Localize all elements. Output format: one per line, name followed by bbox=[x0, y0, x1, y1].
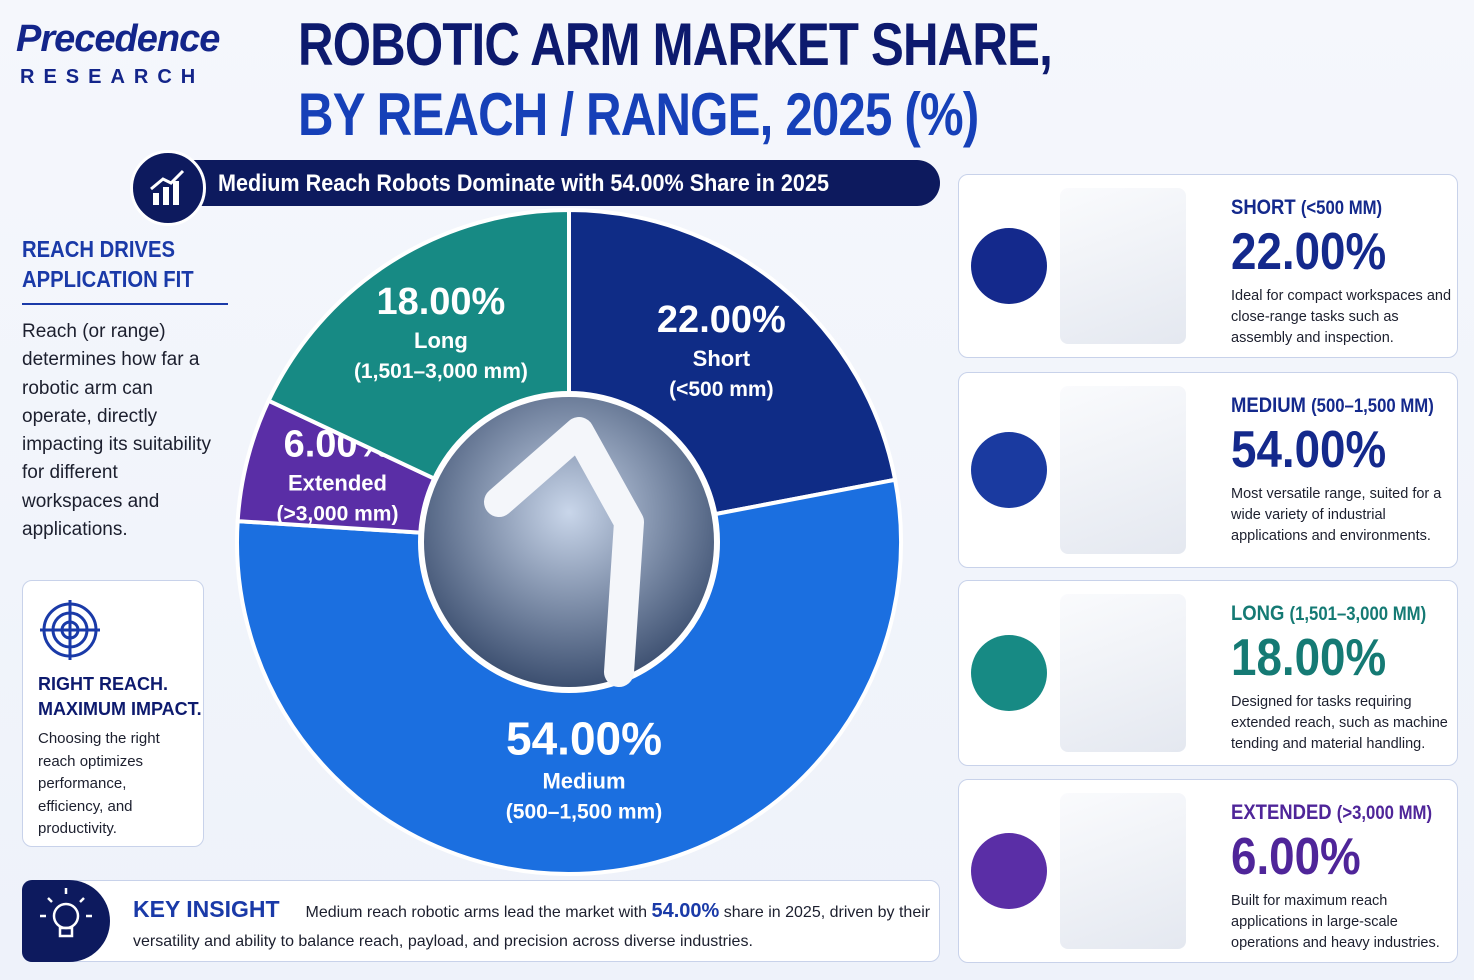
category-label: Medium bbox=[542, 769, 625, 794]
title: ROBOTIC ARM MARKET SHARE, bbox=[298, 11, 1053, 78]
card-range: (>3,000 MM) bbox=[1336, 803, 1433, 824]
range-label: (>3,000 mm) bbox=[276, 503, 398, 526]
range-label: (500–1,500 mm) bbox=[506, 801, 662, 824]
card-title: LONG (1,501–3,000 MM) bbox=[1231, 602, 1426, 626]
card-description: Designed for tasks requiring extended re… bbox=[1231, 694, 1448, 752]
card-value: 54.00% bbox=[1231, 421, 1387, 479]
card-icon bbox=[971, 833, 1047, 909]
card-icon bbox=[971, 635, 1047, 711]
card-range: (500–1,500 MM) bbox=[1311, 396, 1434, 417]
value-label: 22.00% bbox=[657, 299, 786, 341]
card-description: Built for maximum reach applications in … bbox=[1231, 893, 1440, 951]
card-title: SHORT (<500 MM) bbox=[1231, 196, 1382, 220]
card-value: 6.00% bbox=[1231, 828, 1361, 886]
category-label: Long bbox=[414, 328, 468, 353]
card-description: Ideal for compact workspaces and close-r… bbox=[1231, 288, 1452, 346]
range-label: (<500 mm) bbox=[669, 378, 773, 401]
card-title: MEDIUM bbox=[1231, 394, 1306, 417]
range-label: (1,501–3,000 mm) bbox=[354, 360, 528, 383]
insight-text: share in 2025, driven by their versatili… bbox=[133, 904, 931, 950]
pie-chart: 22.00% Short (<500 mm) 54.00% Medium (500–1,5… bbox=[235, 207, 903, 876]
robot-photo bbox=[1060, 386, 1186, 554]
card-title: LONG bbox=[1231, 602, 1285, 625]
card-icon bbox=[971, 432, 1047, 508]
card-icon bbox=[971, 228, 1047, 304]
robot-arm bbox=[484, 417, 644, 687]
divider bbox=[22, 303, 228, 305]
logo-subtitle: RESEARCH bbox=[20, 66, 205, 88]
title: BY REACH / RANGE, 2025 (%) bbox=[298, 81, 979, 148]
bulb-icon bbox=[40, 888, 92, 938]
side-body: Reach (or range) determines how far a ro… bbox=[22, 321, 212, 541]
category-label: Extended bbox=[288, 471, 387, 496]
box-heading: RIGHT REACH. MAXIMUM IMPACT. bbox=[38, 674, 202, 719]
center-photo bbox=[418, 391, 720, 693]
insight-icon bbox=[22, 880, 110, 962]
card-title: EXTENDED (>3,000 MM) bbox=[1231, 801, 1432, 825]
category-label: Short bbox=[693, 346, 751, 371]
chart-icon bbox=[150, 169, 185, 205]
insight-box bbox=[22, 880, 940, 962]
card-description: Most versatile range, suited for a wide … bbox=[1231, 486, 1442, 544]
card-title: SHORT bbox=[1231, 196, 1296, 219]
insight-heading: KEY INSIGHT bbox=[133, 896, 280, 922]
logo: Precedence bbox=[16, 18, 220, 60]
robot-photo bbox=[1060, 188, 1186, 344]
box-body: Choosing the right reach optimizes perfo… bbox=[38, 730, 160, 837]
card-range: (1,501–3,000 MM) bbox=[1289, 604, 1427, 625]
side-heading: REACH DRIVES APPLICATION FIT bbox=[22, 236, 194, 292]
value-label: 18.00% bbox=[376, 281, 505, 323]
info-box bbox=[22, 580, 204, 847]
banner bbox=[150, 160, 940, 206]
target-icon bbox=[40, 600, 100, 660]
card-range: (<500 MM) bbox=[1300, 198, 1383, 219]
insight-text: Medium reach robotic arms lead the marke… bbox=[305, 904, 652, 921]
insight-text: KEY INSIGHT Medium reach robotic arms lea… bbox=[133, 895, 933, 956]
value-label: 54.00% bbox=[506, 713, 662, 765]
robot-photo bbox=[1060, 793, 1186, 949]
card-title: EXTENDED bbox=[1231, 801, 1332, 824]
card-value: 18.00% bbox=[1231, 629, 1387, 687]
card-title: MEDIUM (500–1,500 MM) bbox=[1231, 394, 1434, 418]
insight-highlight: 54.00% bbox=[651, 900, 720, 922]
banner-text: Medium Reach Robots Dominate with 54.00%… bbox=[218, 170, 829, 197]
robot-photo bbox=[1060, 594, 1186, 752]
banner-icon bbox=[130, 150, 206, 226]
card-value: 22.00% bbox=[1231, 223, 1387, 281]
